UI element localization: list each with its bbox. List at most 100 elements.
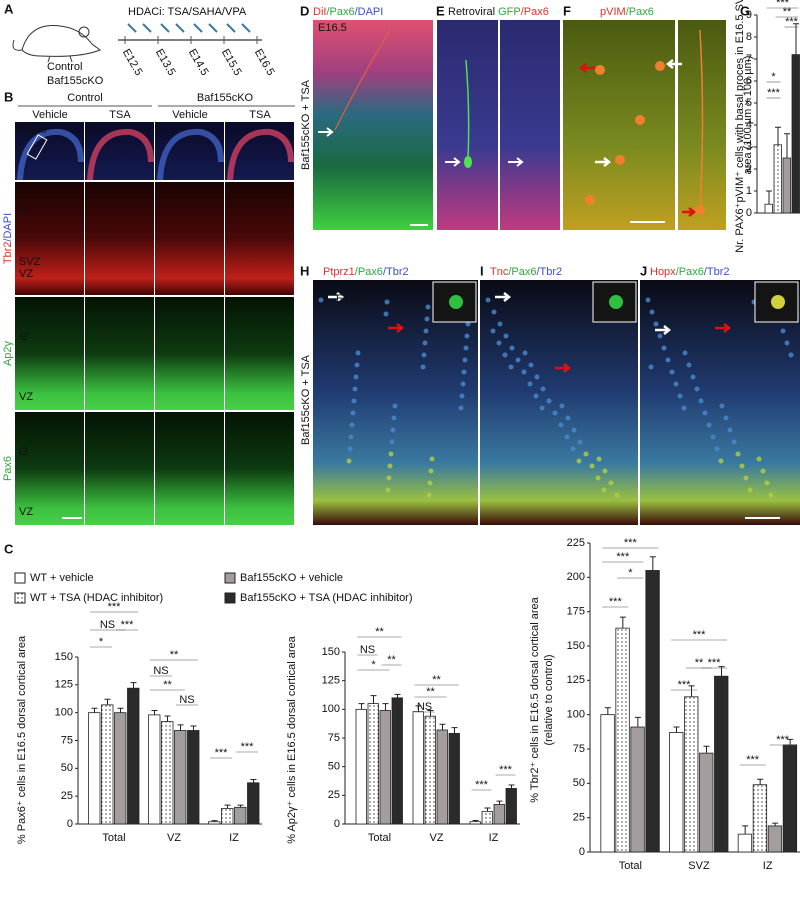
nucleus bbox=[719, 403, 725, 409]
legend-swatch bbox=[224, 572, 236, 584]
error-bar bbox=[649, 556, 656, 571]
error-bar bbox=[91, 707, 98, 713]
stain-label: Retroviral GFP/Pax6 bbox=[448, 6, 549, 18]
error-bar bbox=[237, 804, 244, 808]
stain-label: Ap2γ bbox=[2, 340, 14, 366]
label: Control bbox=[47, 61, 82, 73]
x-tick-label: Total bbox=[102, 832, 125, 844]
nucleus bbox=[354, 362, 360, 368]
stain-part: Pax6 bbox=[2, 456, 14, 481]
nucleus bbox=[423, 328, 429, 334]
bar bbox=[355, 708, 367, 825]
nucleus bbox=[485, 297, 491, 303]
label: VZ bbox=[19, 391, 33, 403]
y-tick-label: 4 bbox=[746, 119, 752, 131]
error-bar bbox=[358, 703, 365, 710]
significance-label: NS bbox=[179, 694, 194, 706]
bar bbox=[391, 697, 403, 825]
nucleus bbox=[714, 446, 720, 452]
arrow bbox=[388, 323, 405, 333]
inset-cell bbox=[449, 295, 463, 309]
bar bbox=[424, 715, 436, 825]
nucleus bbox=[521, 369, 527, 375]
stain-part: Tbr2 bbox=[2, 242, 14, 265]
error-bar bbox=[757, 778, 764, 785]
y-tick-label: 0 bbox=[579, 846, 585, 858]
bar bbox=[234, 806, 247, 825]
bar bbox=[436, 729, 448, 825]
y-tick-label: 5 bbox=[746, 97, 752, 109]
nucleus bbox=[653, 321, 659, 327]
nucleus bbox=[608, 480, 614, 486]
stain-part: /Pax6 bbox=[626, 6, 654, 18]
nucleus bbox=[346, 458, 352, 464]
y-tick-label: 150 bbox=[567, 640, 585, 652]
panel-label: A bbox=[4, 1, 14, 16]
nucleus bbox=[739, 463, 745, 469]
arrow bbox=[445, 157, 461, 167]
error-bar bbox=[775, 126, 781, 145]
label: Baf155cKO + TSA bbox=[300, 79, 312, 170]
nucleus bbox=[461, 369, 467, 375]
stain-label: Hopx/Pax6/Tbr2 bbox=[650, 266, 730, 278]
nucleus bbox=[533, 393, 539, 399]
nucleus bbox=[425, 304, 431, 310]
nucleus bbox=[491, 309, 497, 315]
panel-label: C bbox=[4, 541, 14, 556]
nucleus bbox=[318, 297, 324, 303]
nucleus bbox=[718, 458, 724, 464]
nucleus bbox=[424, 316, 430, 322]
mouse bbox=[21, 25, 102, 63]
nucleus bbox=[614, 492, 620, 498]
nucleus bbox=[565, 415, 571, 421]
nucleus bbox=[392, 403, 398, 409]
label: Vehicle bbox=[32, 109, 67, 121]
significance-label: *** bbox=[609, 596, 623, 608]
error-bar bbox=[382, 703, 389, 711]
nucleus bbox=[768, 492, 774, 498]
arrow bbox=[495, 292, 512, 302]
bar bbox=[88, 712, 101, 825]
significance-label: * bbox=[628, 567, 633, 579]
stain-label: Tnc/Pax6/Tbr2 bbox=[490, 266, 562, 278]
cell bbox=[595, 65, 605, 75]
y-tick-label: 25 bbox=[328, 789, 340, 801]
y-tick-label: 0 bbox=[67, 818, 73, 830]
y-tick-label: 50 bbox=[573, 777, 585, 789]
bar bbox=[469, 821, 481, 825]
bar bbox=[615, 627, 630, 853]
y-tick-label: 0 bbox=[334, 818, 340, 830]
nucleus bbox=[694, 386, 700, 392]
nucleus bbox=[463, 345, 469, 351]
nucleus bbox=[764, 480, 770, 486]
error-bar bbox=[104, 698, 111, 705]
arrow bbox=[665, 59, 682, 69]
error-bar bbox=[250, 778, 257, 783]
error-bar bbox=[224, 804, 231, 809]
nucleus bbox=[509, 345, 515, 351]
significance-label: NS bbox=[100, 619, 115, 631]
error-bar bbox=[130, 682, 137, 689]
stain-label: Pax6 bbox=[2, 456, 14, 481]
nucleus bbox=[508, 364, 514, 370]
micrograph bbox=[500, 20, 560, 230]
significance-label: *** bbox=[693, 629, 707, 641]
stain-part: /Pax6 bbox=[355, 266, 383, 278]
micrograph bbox=[225, 412, 294, 525]
significance-label: *** bbox=[746, 754, 760, 766]
x-tick-label: Total bbox=[368, 832, 391, 844]
y-tick-label: 125 bbox=[322, 675, 340, 687]
y-tick-label: 8 bbox=[746, 31, 752, 43]
cell bbox=[615, 155, 625, 165]
error-bar bbox=[508, 784, 515, 789]
error-bar bbox=[673, 726, 680, 733]
y-tick-label: 100 bbox=[567, 709, 585, 721]
bar bbox=[737, 833, 753, 853]
significance-label: *** bbox=[121, 619, 135, 631]
bar bbox=[773, 144, 782, 214]
bar bbox=[782, 157, 791, 214]
significance-label: ** bbox=[432, 674, 441, 686]
significance-label: * bbox=[371, 659, 376, 671]
error-bar bbox=[151, 709, 158, 715]
y-tick-label: 150 bbox=[322, 646, 340, 658]
